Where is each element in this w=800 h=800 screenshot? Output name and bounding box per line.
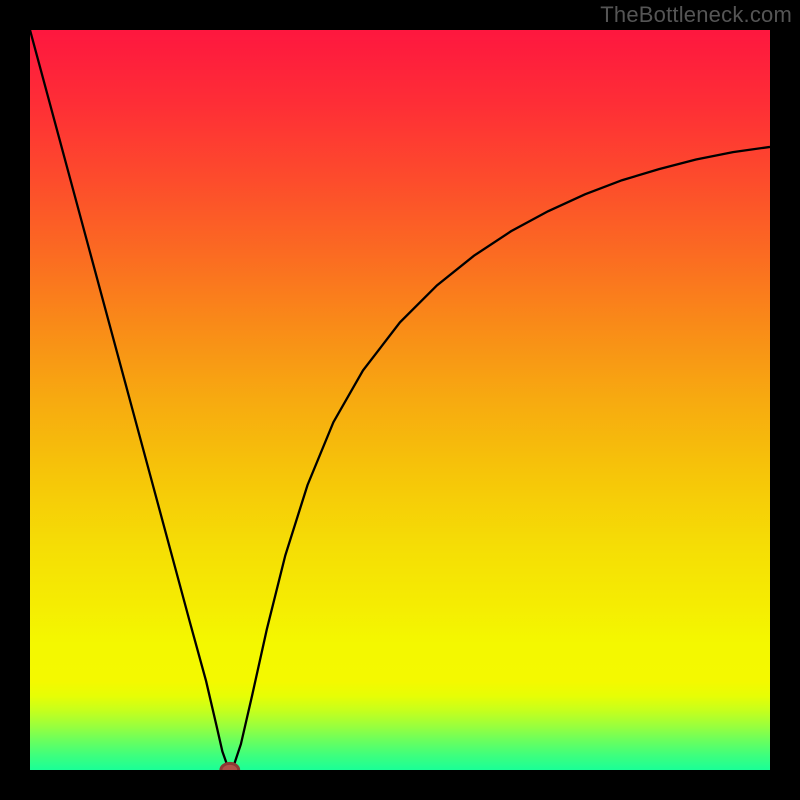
gradient-background xyxy=(30,30,770,770)
chart-frame: TheBottleneck.com xyxy=(0,0,800,800)
watermark-text: TheBottleneck.com xyxy=(600,2,792,28)
minimum-marker xyxy=(221,763,239,770)
plot-area xyxy=(30,30,770,770)
bottleneck-curve-chart xyxy=(30,30,770,770)
